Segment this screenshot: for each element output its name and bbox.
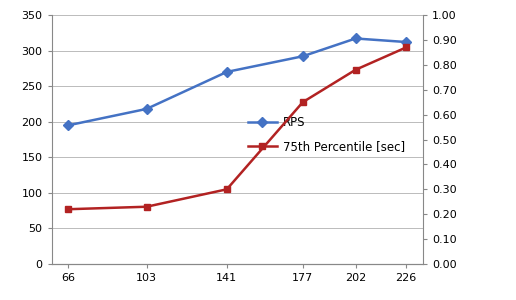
RPS xyxy=(300,55,306,58)
RPS xyxy=(66,124,72,127)
75th Percentile [sec] xyxy=(352,68,359,72)
Line: 75th Percentile [sec]: 75th Percentile [sec] xyxy=(65,44,410,213)
RPS xyxy=(403,40,409,44)
RPS xyxy=(143,107,150,111)
Line: RPS: RPS xyxy=(65,35,410,129)
75th Percentile [sec] xyxy=(403,46,409,49)
Legend: RPS, 75th Percentile [sec]: RPS, 75th Percentile [sec] xyxy=(243,112,410,158)
75th Percentile [sec] xyxy=(143,205,150,208)
RPS xyxy=(352,37,359,40)
RPS xyxy=(224,70,230,74)
75th Percentile [sec] xyxy=(300,100,306,104)
75th Percentile [sec] xyxy=(66,207,72,211)
75th Percentile [sec] xyxy=(224,188,230,191)
